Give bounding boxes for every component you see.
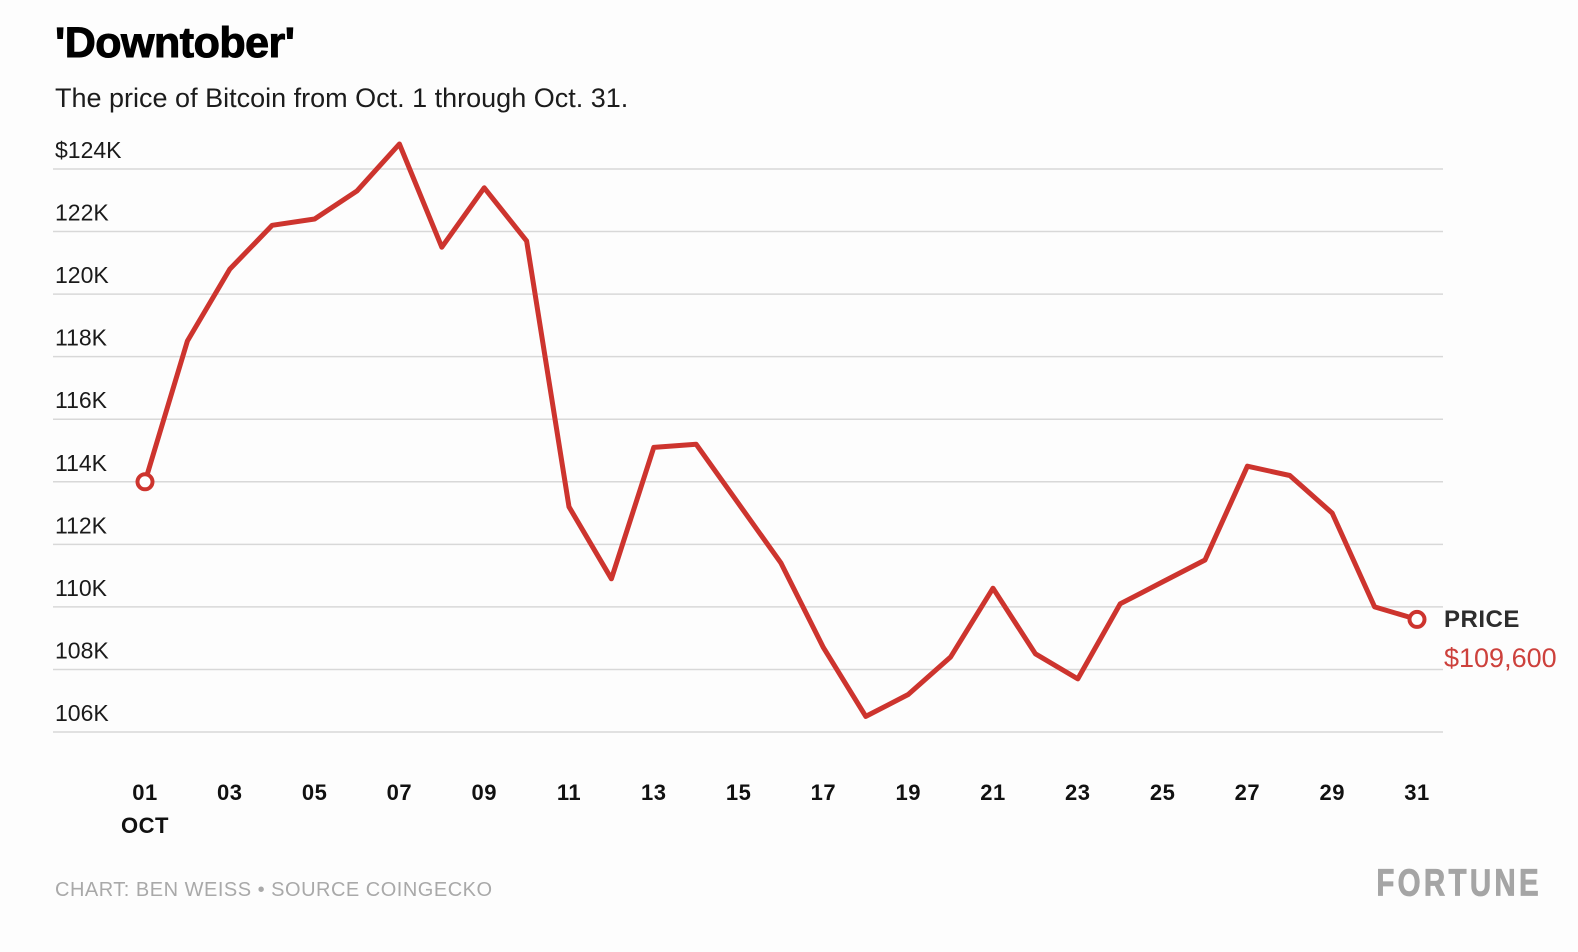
y-tick-label: 118K (55, 325, 108, 351)
x-tick-label: 09 (471, 780, 496, 805)
x-axis-labels: 01 OCT 03 05 07 09 11 13 15 17 19 21 23 25 27 29 31 (121, 780, 1429, 838)
x-tick-label: 17 (811, 780, 836, 805)
grid-lines (53, 168, 1443, 733)
x-tick-label: 03 (217, 780, 242, 805)
y-tick-label: 122K (55, 200, 109, 226)
x-tick-label: 31 (1404, 780, 1429, 805)
x-tick-label: 11 (557, 780, 581, 805)
x-tick-label: 05 (302, 780, 327, 805)
chart-credit: CHART: BEN WEISS • SOURCE COINGECKO (55, 879, 493, 901)
chart-header: 'Downtober' The price of Bitcoin from Oc… (54, 19, 629, 113)
price-annotation-label: PRICE (1444, 606, 1520, 633)
x-tick-label: 19 (895, 780, 920, 805)
x-tick-label: 15 (726, 780, 751, 805)
x-tick-label: 21 (980, 780, 1005, 805)
end-point-marker (1407, 609, 1427, 629)
price-line (142, 141, 1420, 719)
x-axis-month-label: OCT (121, 813, 169, 838)
y-tick-label: 114K (55, 450, 108, 476)
x-tick-label: 01 (132, 780, 157, 805)
fortune-logo: FORTUNE (1376, 860, 1542, 905)
price-annotation: PRICE $109,600 (1444, 606, 1557, 674)
x-tick-label: 25 (1150, 780, 1175, 805)
y-tick-label: $124K (55, 137, 122, 163)
y-tick-label: 120K (55, 262, 109, 288)
chart-title: 'Downtober' (54, 19, 295, 67)
x-tick-label: 23 (1065, 780, 1090, 805)
x-tick-label: 07 (387, 780, 412, 805)
chart-subtitle: The price of Bitcoin from Oct. 1 through… (55, 83, 629, 113)
y-tick-label: 110K (55, 575, 108, 601)
y-tick-label: 106K (55, 700, 109, 726)
y-axis-labels: $124K 122K 120K 118K 116K 114K 112K 110K 108K 106… (55, 137, 122, 726)
x-tick-label: 13 (641, 780, 666, 805)
y-tick-label: 108K (55, 637, 109, 663)
x-tick-label: 27 (1235, 780, 1260, 805)
y-tick-label: 116K (55, 387, 108, 413)
price-annotation-value: $109,600 (1444, 643, 1557, 673)
y-tick-label: 112K (55, 512, 108, 538)
start-point-marker (135, 472, 155, 492)
x-tick-label: 29 (1319, 780, 1344, 805)
